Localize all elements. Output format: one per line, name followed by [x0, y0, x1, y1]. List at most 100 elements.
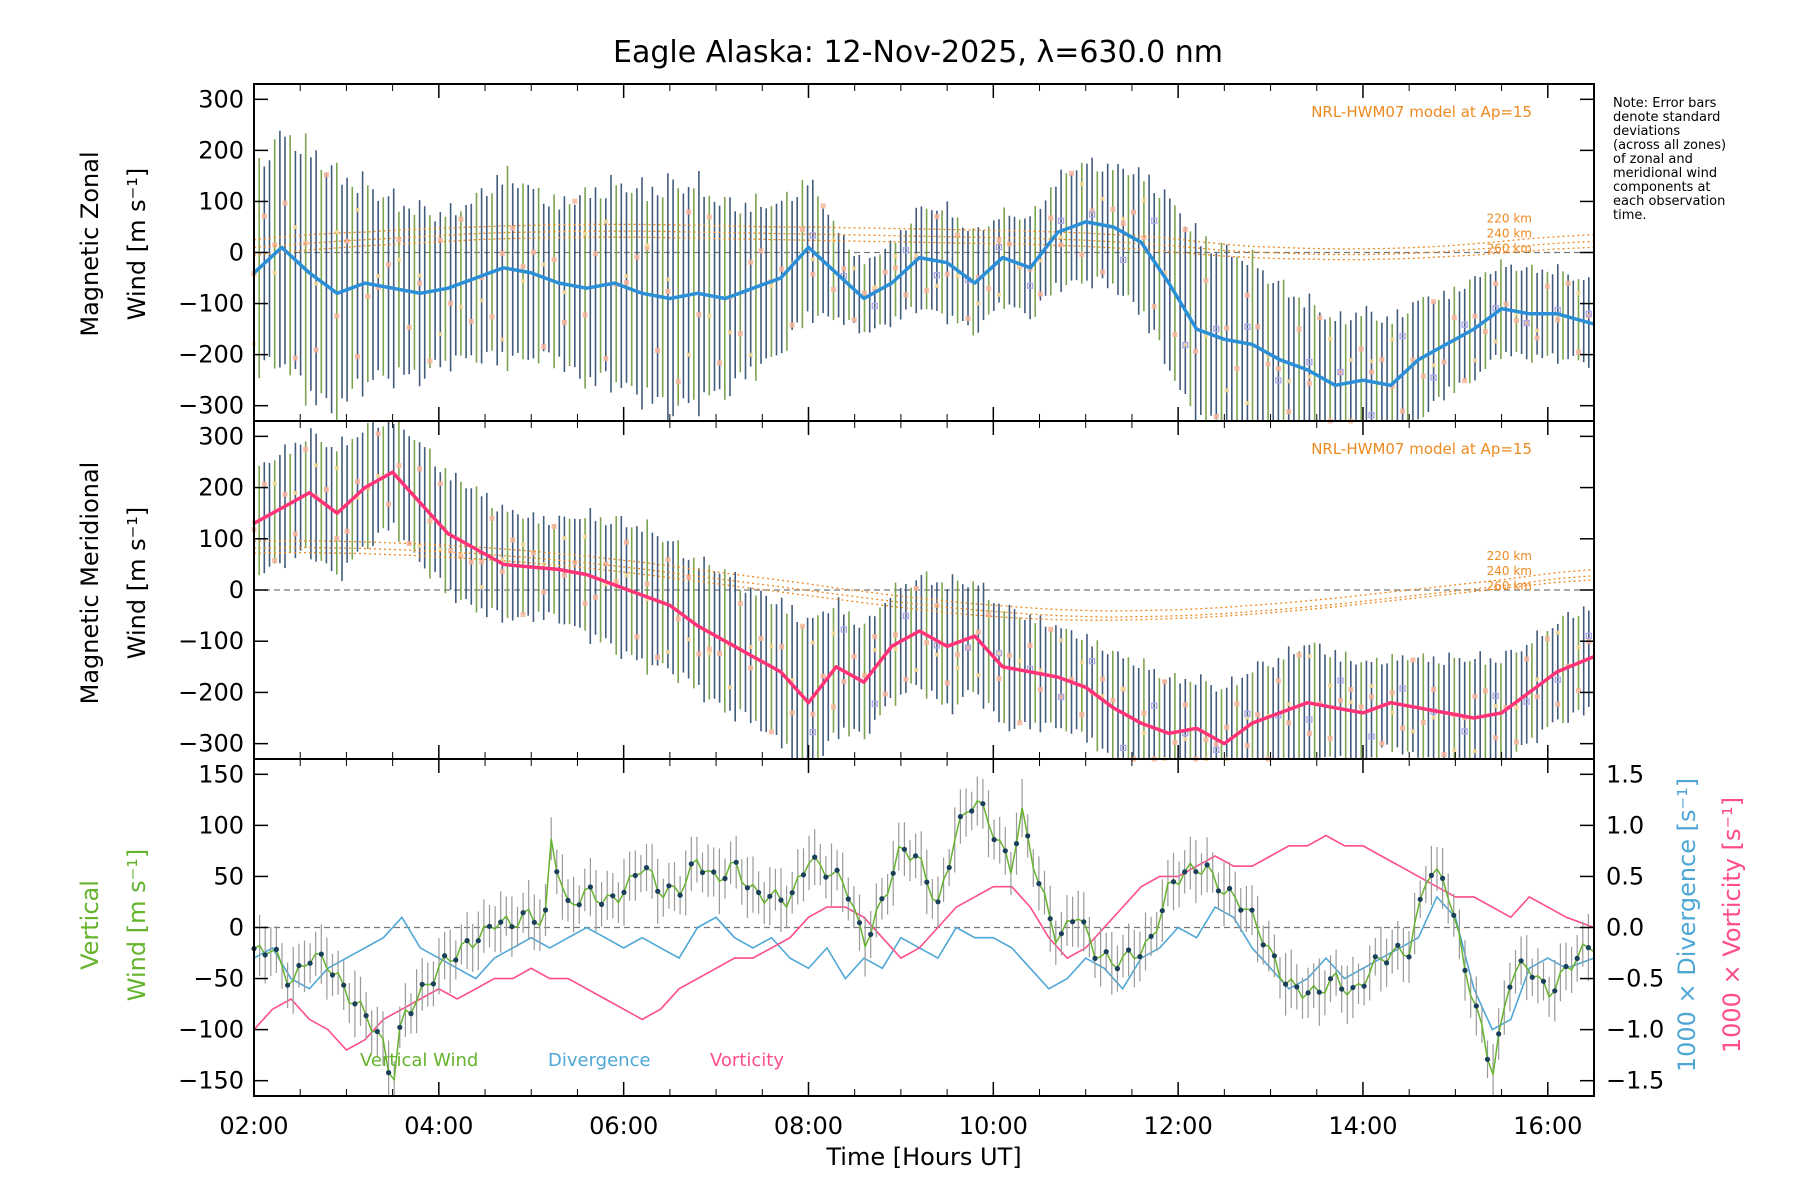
zone-estimate	[376, 273, 381, 278]
zone-estimate	[986, 286, 992, 292]
zone-estimate	[851, 654, 857, 659]
note-line: of zonal and	[1613, 152, 1693, 167]
zone-estimate	[748, 665, 754, 671]
zone-estimate	[1503, 301, 1509, 307]
zone-estimate	[541, 344, 547, 350]
zone-estimate	[1213, 741, 1219, 747]
vertical-wind-point	[1204, 862, 1210, 868]
zone-estimate	[1576, 349, 1581, 355]
mean-wind-line	[252, 220, 1595, 388]
vertical-wind-point	[1327, 976, 1334, 982]
vertical-wind-point	[1238, 907, 1244, 913]
vertical-wind-point	[621, 889, 627, 896]
zone-estimate	[468, 318, 474, 324]
zone-estimate	[344, 528, 350, 534]
zone-estimate	[1057, 217, 1065, 224]
zone-estimate	[1079, 660, 1084, 665]
vertical-wind-point	[711, 869, 717, 875]
vertical-wind-point	[1058, 931, 1064, 937]
zone-estimate	[965, 315, 971, 321]
x-tick-label: 16:00	[1513, 1112, 1582, 1140]
y2-tick-label: −1.0	[1606, 1016, 1664, 1044]
zone-estimate	[790, 678, 795, 683]
zone-estimate	[1420, 373, 1426, 379]
zone-estimate	[1306, 358, 1313, 366]
zone-estimate	[1534, 694, 1540, 700]
vertical-wind-point	[1350, 984, 1356, 991]
zone-estimate	[1348, 700, 1353, 705]
zone-estimate	[355, 207, 360, 212]
zone-estimate	[1503, 704, 1509, 710]
zone-estimate	[976, 301, 981, 306]
vertical-wind-point	[913, 853, 919, 859]
zone-estimate	[1555, 630, 1560, 635]
zone-estimate	[1369, 694, 1374, 700]
vertical-wind-point	[1585, 945, 1591, 951]
zone-estimate	[1110, 697, 1116, 703]
zone-estimate	[448, 548, 454, 554]
zone-estimate	[748, 352, 753, 357]
model-altitude-label: 260 km	[1487, 242, 1532, 256]
zone-estimate	[314, 281, 319, 286]
zone-estimate	[458, 216, 464, 222]
zone-estimate	[675, 379, 681, 385]
vertical-wind-point	[1440, 875, 1446, 882]
zone-estimate	[530, 249, 536, 255]
zone-estimate	[862, 672, 867, 678]
zone-estimate	[1390, 710, 1395, 715]
vertical-wind-point	[1540, 978, 1547, 984]
model-curve-220km	[253, 540, 1595, 612]
model-altitude-label: 260 km	[1487, 579, 1532, 593]
vertical-wind-point	[554, 869, 560, 875]
zone-estimate	[1473, 749, 1477, 754]
zone-estimate	[768, 729, 774, 735]
zone-estimate	[1151, 702, 1158, 709]
zone-estimate	[1399, 332, 1406, 340]
x-tick-label: 02:00	[219, 1112, 288, 1140]
zone-estimate	[871, 302, 878, 310]
vertical-wind-point	[520, 910, 526, 916]
zone-estimate	[1275, 366, 1281, 372]
vertical-wind-point	[1428, 872, 1434, 879]
y-tick-label: 100	[198, 187, 244, 215]
zone-estimate	[1120, 256, 1127, 264]
vertical-wind-point	[957, 814, 964, 820]
zone-estimate	[1027, 643, 1033, 648]
divergence-line	[253, 895, 1595, 1031]
vertical-wind-point	[1070, 919, 1076, 925]
zone-estimate	[582, 312, 588, 318]
model-altitude-label: 220 km	[1487, 212, 1532, 226]
zone-estimate	[1420, 719, 1426, 725]
zone-estimate	[914, 253, 919, 258]
vertical-wind-point	[1305, 990, 1311, 996]
zone-estimate	[1555, 701, 1561, 707]
zone-estimate	[1328, 683, 1333, 688]
zone-estimate	[282, 491, 288, 497]
vertical-wind-point	[823, 874, 829, 880]
vertical-ylabel-line2: Wind [m s⁻¹]	[123, 849, 151, 1001]
zone-estimate	[293, 491, 298, 495]
legend-vertical-wind: Vertical Wind	[360, 1050, 478, 1071]
vertical-wind-point	[924, 879, 930, 885]
zone-estimate	[396, 257, 401, 262]
model-curve-220km	[253, 223, 1595, 250]
vertical-wind-point	[363, 1013, 369, 1019]
y-tick-label: −50	[193, 965, 244, 993]
zone-estimate	[955, 232, 961, 238]
zone-estimate	[1514, 311, 1519, 316]
zone-estimate	[437, 481, 443, 487]
zone-estimate	[789, 322, 795, 328]
meridional-ylabel-line2: Wind [m s⁻¹]	[123, 507, 151, 659]
zone-estimate	[1431, 687, 1437, 692]
vertical-wind-point	[1395, 942, 1401, 948]
vertical-wind-point	[531, 919, 537, 925]
zone-estimate	[810, 640, 815, 645]
vertical-wind-point	[980, 801, 986, 807]
vertical-wind-point	[1507, 984, 1513, 990]
zone-estimate	[707, 313, 712, 318]
x-axis: 02:00 04:00 06:00 08:00 10:00 12:00 14:0…	[219, 1112, 1582, 1140]
zone-estimate	[323, 487, 329, 493]
zone-estimate	[1120, 744, 1127, 752]
vertical-wind-point	[767, 893, 773, 899]
zone-estimate	[841, 679, 847, 685]
